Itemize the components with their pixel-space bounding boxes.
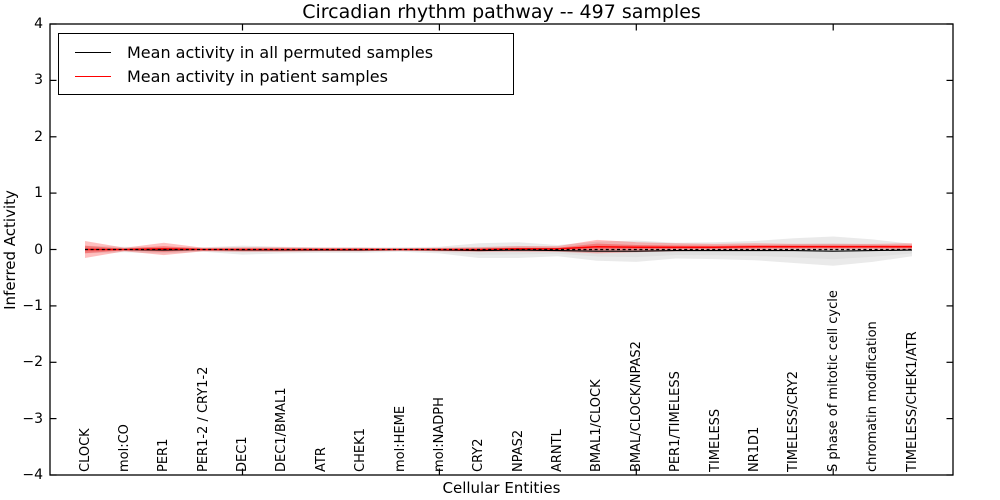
x-tick-label: TIMELESS	[707, 408, 723, 472]
y-tick-label: −2	[22, 354, 43, 371]
x-tick-label: chromatin modification	[865, 321, 881, 472]
x-tick-label: NPAS2	[510, 429, 526, 472]
x-tick-label: ATR	[313, 447, 329, 472]
x-tick-label: TIMELESS/CRY2	[786, 370, 802, 472]
x-tick-label: CRY2	[471, 438, 487, 473]
legend-label: Mean activity in patient samples	[127, 66, 388, 86]
y-tick-label: −3	[22, 410, 43, 427]
y-tick-label: −1	[22, 297, 43, 314]
y-tick-label: −4	[22, 467, 43, 483]
legend-line-sample	[75, 75, 111, 77]
y-tick-label: 0	[34, 241, 43, 258]
y-tick-label: 4	[34, 16, 43, 32]
legend-line-sample	[75, 51, 111, 53]
x-tick-label: mol:NADPH	[431, 397, 447, 472]
legend-entry: Mean activity in patient samples	[75, 67, 513, 86]
x-tick-label: S phase of mitotic cell cycle	[825, 290, 841, 472]
x-tick-label: NR1D1	[746, 426, 762, 472]
patient-mean-line	[85, 245, 912, 251]
y-tick-label: 3	[34, 72, 43, 89]
x-tick-label: PER1	[156, 438, 172, 472]
x-tick-label: PER1-2 / CRY1-2	[195, 366, 211, 472]
x-tick-label: DEC1/BMAL1	[274, 387, 290, 473]
x-tick-label: DEC1	[235, 436, 251, 472]
x-tick-label: mol:CO	[116, 424, 132, 472]
x-tick-label: ARNTL	[550, 429, 566, 472]
y-tick-label: 1	[34, 185, 43, 202]
legend-label: Mean activity in all permuted samples	[127, 42, 434, 62]
x-tick-label: CLOCK	[77, 428, 93, 472]
x-tick-label: mol:HEME	[392, 405, 408, 472]
x-tick-label: BMAL1/CLOCK	[589, 379, 605, 472]
x-tick-label: BMAL/CLOCK/NPAS2	[628, 341, 644, 472]
permuted-band-outer	[85, 236, 912, 266]
legend-box: Mean activity in all permuted samples Mea…	[58, 33, 514, 95]
x-axis-label: Cellular Entities	[442, 479, 561, 497]
x-tick-label: TIMELESS/CHEK1/ATR	[904, 331, 920, 472]
legend-entry: Mean activity in all permuted samples	[75, 43, 513, 62]
x-tick-label: PER1/TIMELESS	[668, 371, 684, 472]
x-tick-label: CHEK1	[353, 428, 369, 472]
y-tick-label: 2	[34, 128, 43, 145]
chart-title: Circadian rhythm pathway -- 497 samples	[302, 1, 701, 23]
